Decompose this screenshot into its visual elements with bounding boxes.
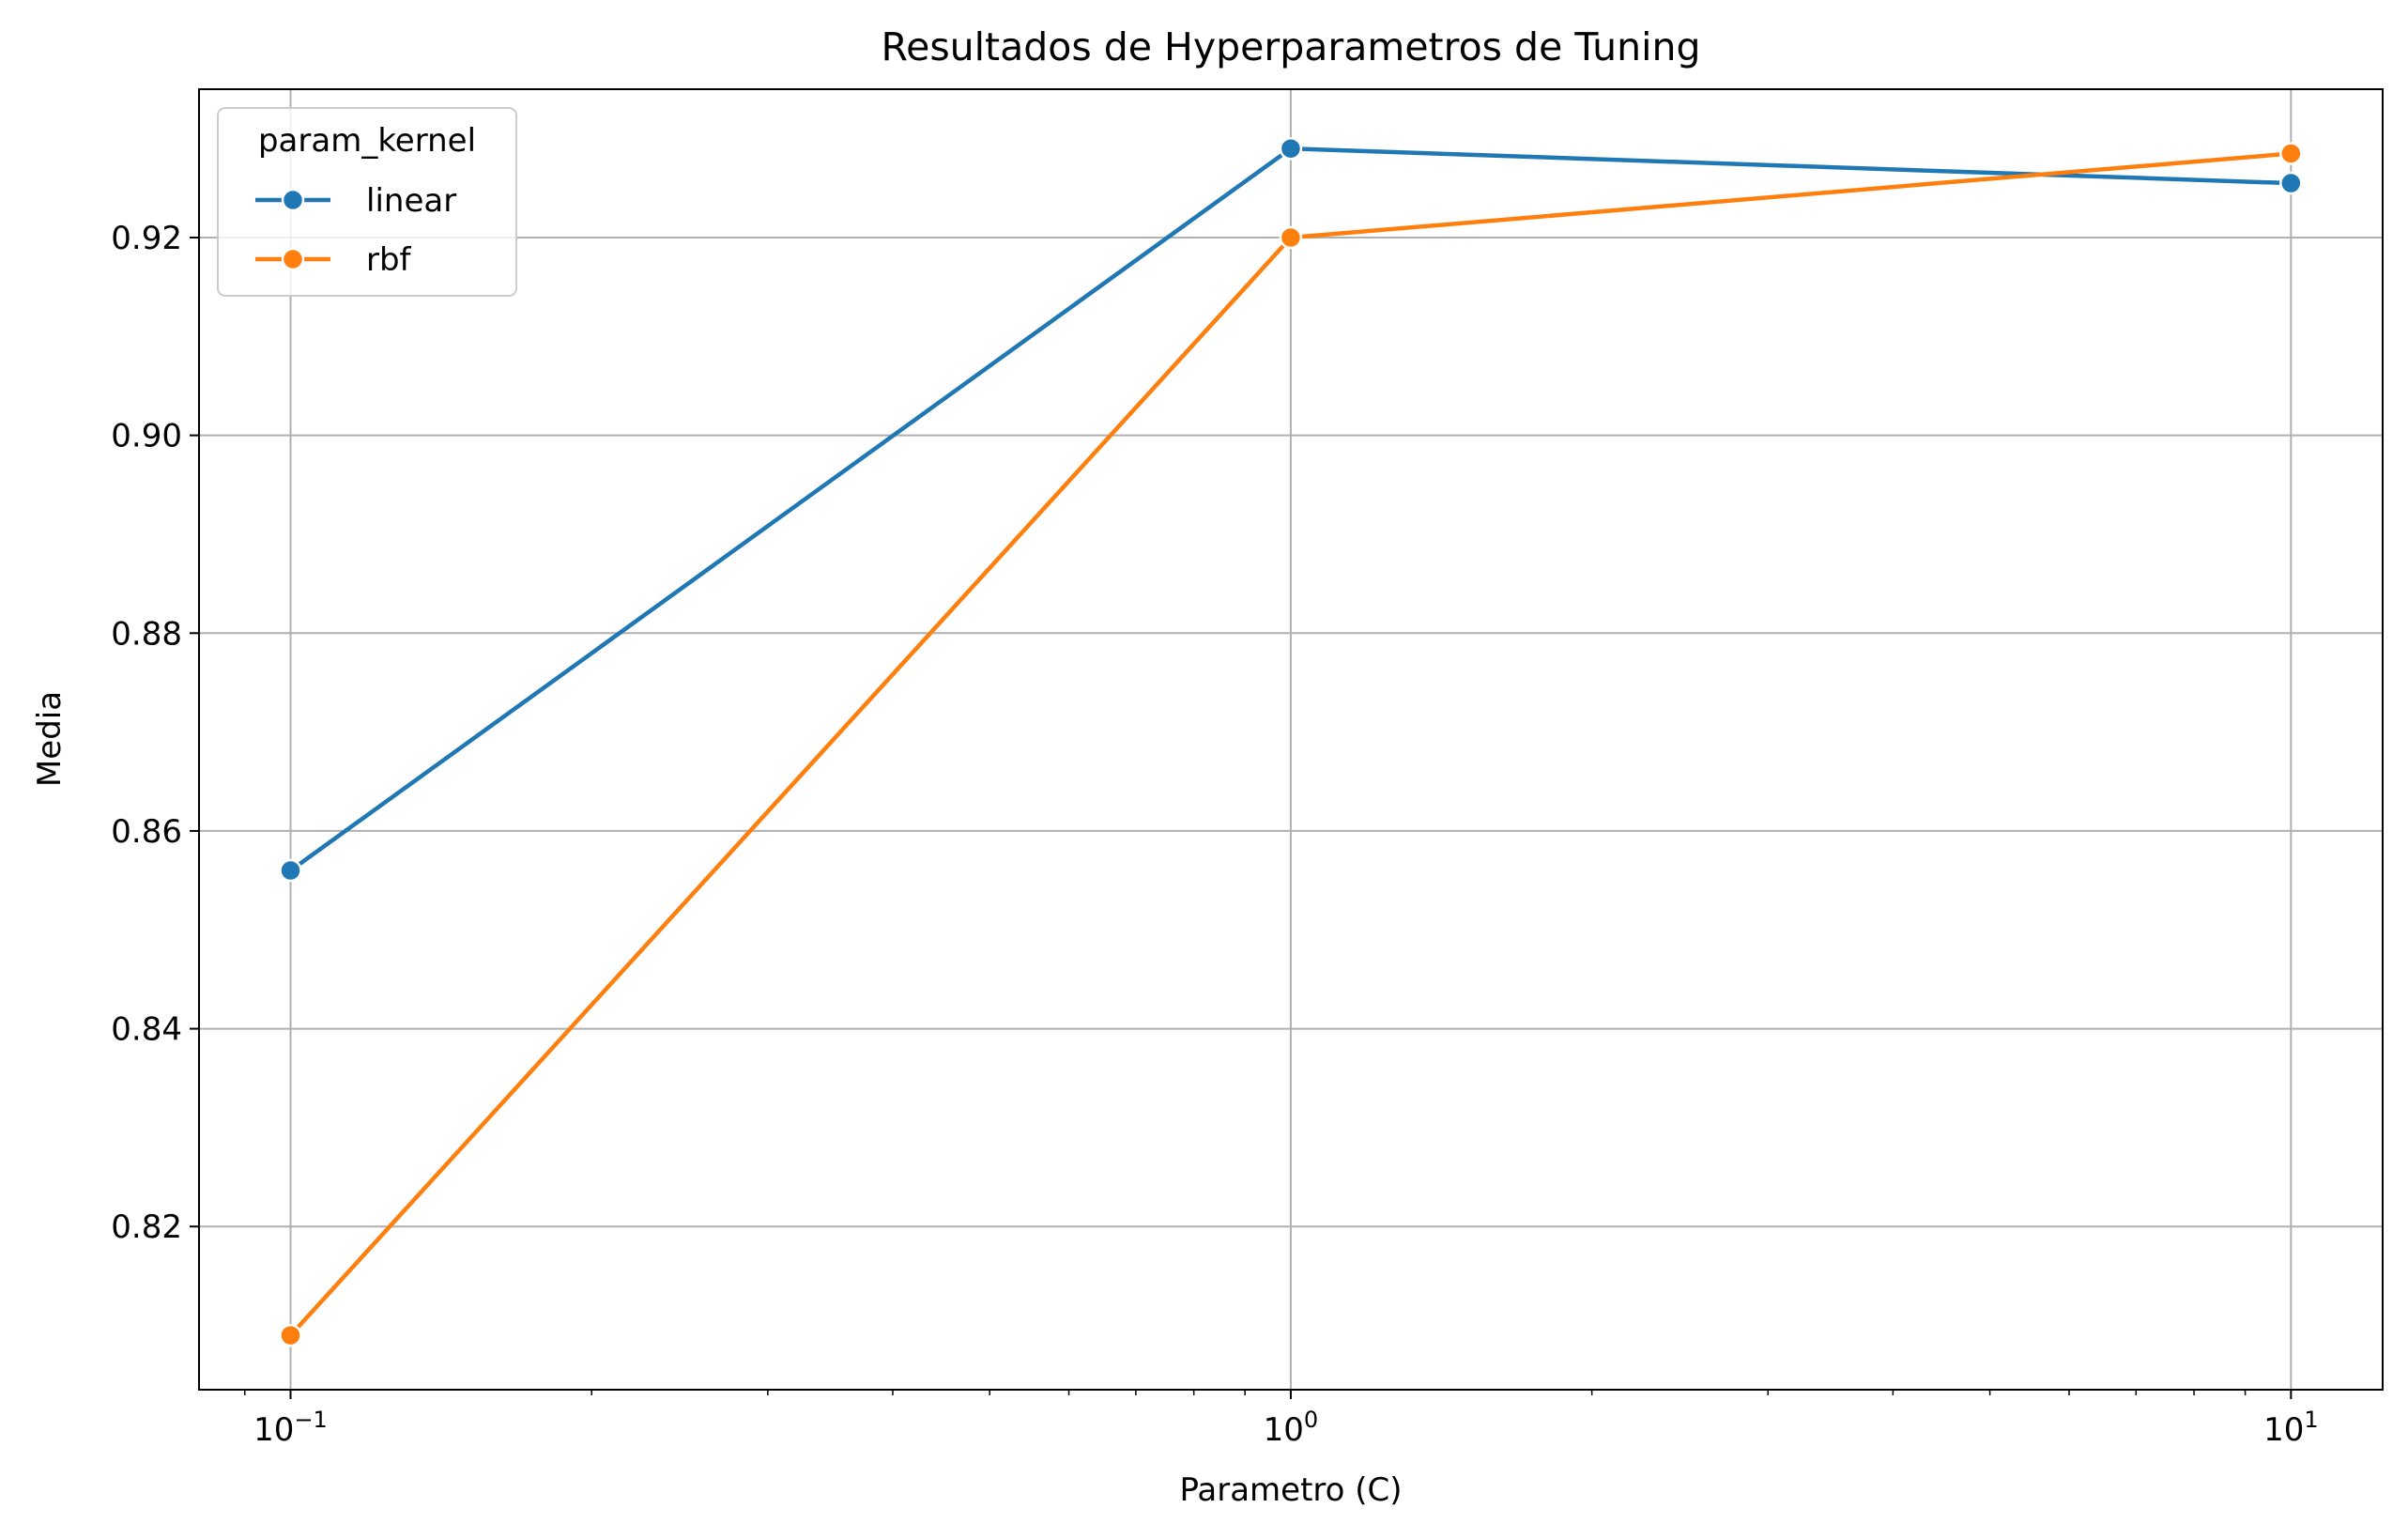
chart-title: Resultados de Hyperparametros de Tuning bbox=[881, 24, 1700, 69]
legend-label-rbf: rbf bbox=[366, 241, 412, 279]
x-tick-label: 10−1 bbox=[253, 1407, 328, 1449]
legend-title: param_kernel bbox=[258, 122, 476, 160]
data-point-linear bbox=[1279, 136, 1303, 161]
legend-marker-linear bbox=[281, 188, 305, 212]
y-tick-label: 0.90 bbox=[111, 418, 182, 455]
legend-entries: linear rbf bbox=[255, 182, 456, 279]
x-tick-label: 100 bbox=[1264, 1407, 1319, 1449]
data-point-rbf bbox=[1279, 225, 1303, 250]
x-axis-ticks: 10−1 100 101 bbox=[253, 1390, 2319, 1449]
y-tick-label: 0.86 bbox=[111, 813, 182, 851]
grid bbox=[199, 89, 2383, 1390]
legend-marker-rbf bbox=[281, 247, 305, 271]
data-point-linear bbox=[2279, 171, 2303, 195]
y-axis-ticks: 0.82 0.84 0.86 0.88 0.90 0.92 bbox=[111, 220, 199, 1246]
x-tick-label: 101 bbox=[2263, 1407, 2319, 1449]
series bbox=[279, 136, 2303, 1347]
y-tick-label: 0.82 bbox=[111, 1208, 182, 1246]
data-point-rbf bbox=[279, 1323, 302, 1347]
y-tick-label: 0.88 bbox=[111, 615, 182, 653]
x-axis-label: Parametro (C) bbox=[1179, 1471, 1402, 1509]
y-tick-label: 0.92 bbox=[111, 220, 182, 257]
y-tick-label: 0.84 bbox=[111, 1011, 182, 1049]
legend: param_kernel linear rbf bbox=[217, 107, 517, 297]
data-point-rbf bbox=[2279, 142, 2303, 165]
legend-label-linear: linear bbox=[366, 182, 456, 220]
plot-frame bbox=[198, 88, 2384, 1391]
data-point-linear bbox=[279, 858, 302, 883]
y-axis-label: Media bbox=[31, 691, 69, 787]
